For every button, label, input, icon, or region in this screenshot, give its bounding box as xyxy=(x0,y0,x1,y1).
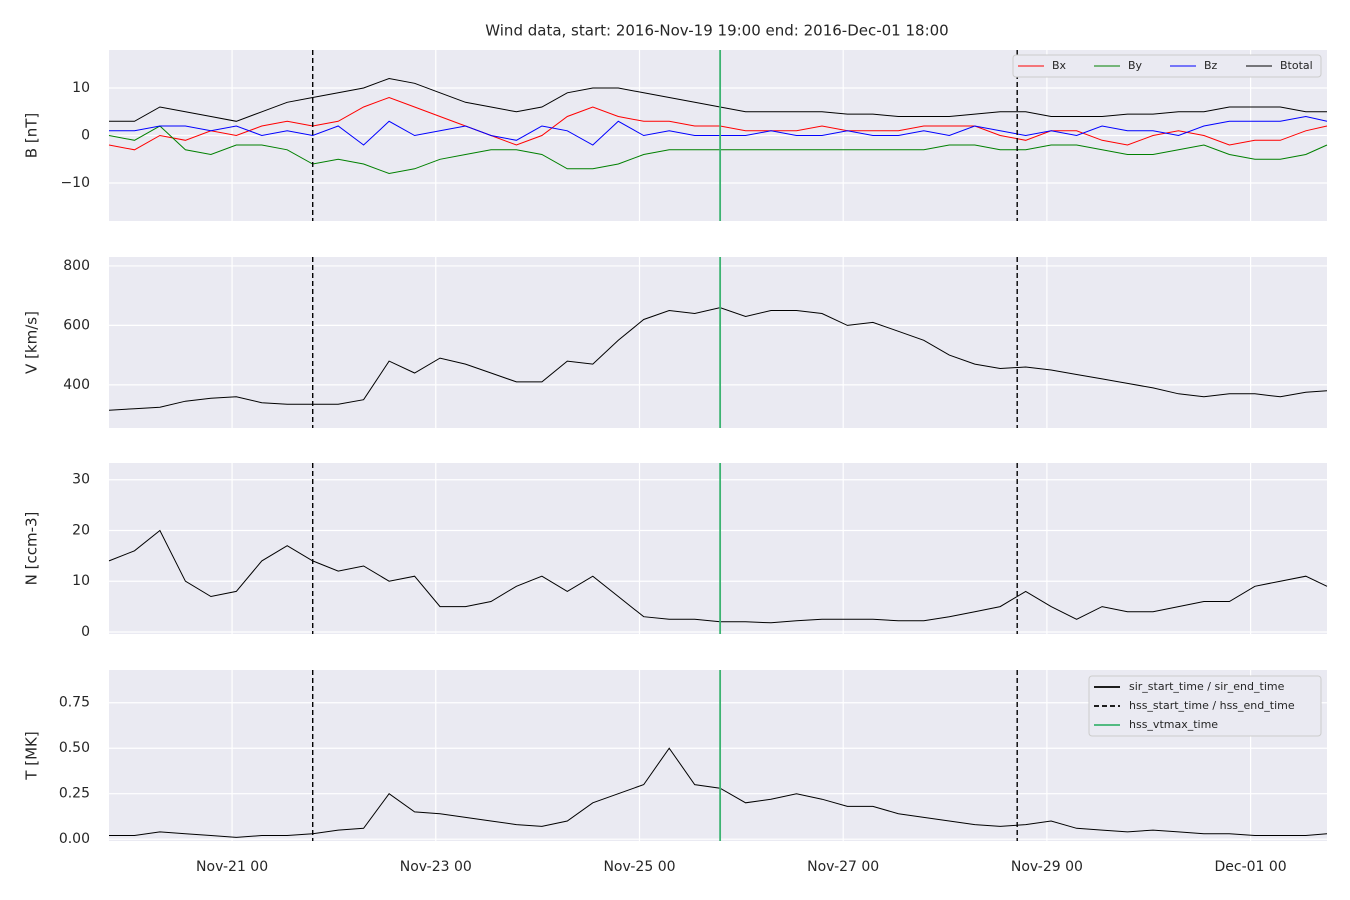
y-tick-label: 0.00 xyxy=(59,831,90,847)
y-axis-label: V [km/s] xyxy=(23,311,41,374)
x-tick-label: Nov-27 00 xyxy=(807,859,879,875)
plot-background xyxy=(109,257,1327,428)
x-tick-label: Nov-25 00 xyxy=(603,859,675,875)
y-axis-label: T [MK] xyxy=(23,731,41,780)
legend-label: hss_vtmax_time xyxy=(1129,718,1218,731)
legend-label: sir_start_time / sir_end_time xyxy=(1129,680,1285,693)
y-tick-label: 20 xyxy=(72,522,90,538)
legend-box xyxy=(1012,54,1322,78)
y-tick-label: −10 xyxy=(60,175,90,191)
y-tick-label: 0 xyxy=(81,624,90,640)
x-tick-label: Nov-29 00 xyxy=(1011,859,1083,875)
legend-box xyxy=(1088,675,1322,737)
figure-title: Wind data, start: 2016-Nov-19 19:00 end:… xyxy=(485,22,948,40)
legend: sir_start_time / sir_end_time hss_start_t… xyxy=(1088,675,1322,737)
y-tick-label: 0.25 xyxy=(59,786,90,802)
y-axis-label: B [nT] xyxy=(23,113,41,158)
legend: Bx By Bz Btotal xyxy=(1012,54,1322,78)
y-tick-label: 600 xyxy=(63,317,90,333)
y-tick-label: 800 xyxy=(63,258,90,274)
legend-label: hss_start_time / hss_end_time xyxy=(1129,699,1295,712)
y-axis-label: N [ccm-3] xyxy=(23,512,41,586)
y-tick-label: 30 xyxy=(72,472,90,488)
legend-label: Btotal xyxy=(1280,59,1313,72)
y-tick-label: 10 xyxy=(72,573,90,589)
legend-label: By xyxy=(1128,59,1143,72)
x-tick-label: Nov-21 00 xyxy=(196,859,268,875)
y-tick-label: 0.50 xyxy=(59,740,90,756)
legend-label: Bx xyxy=(1052,59,1067,72)
x-tick-label: Nov-23 00 xyxy=(400,859,472,875)
y-tick-label: 0 xyxy=(81,128,90,144)
y-tick-label: 400 xyxy=(63,377,90,393)
legend-label: Bz xyxy=(1204,59,1218,72)
x-tick-label: Dec-01 00 xyxy=(1214,859,1286,875)
y-tick-label: 0.75 xyxy=(59,695,90,711)
plot-background xyxy=(109,463,1327,634)
y-tick-label: 10 xyxy=(72,80,90,96)
